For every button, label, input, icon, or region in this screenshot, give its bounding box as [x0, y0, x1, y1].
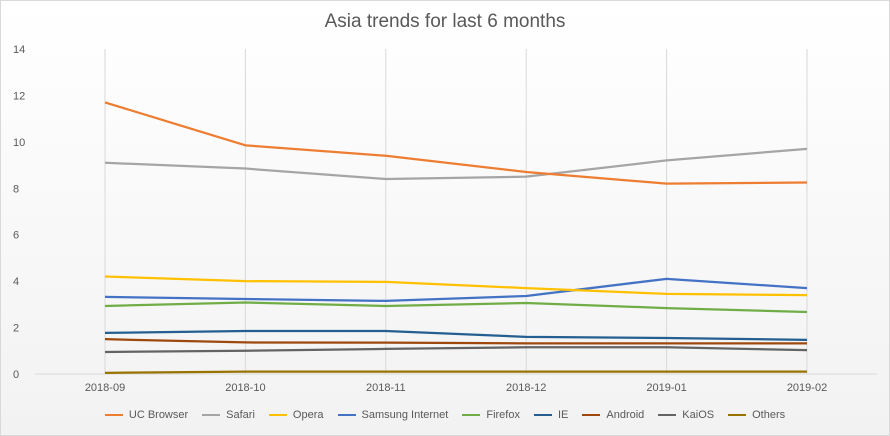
legend-swatch [202, 414, 221, 416]
legend-item: Android [582, 409, 644, 421]
y-tick-label: 12 [13, 90, 25, 102]
y-tick-label: 10 [13, 137, 25, 149]
y-tick-label: 8 [13, 183, 19, 195]
x-tick-label: 2018-12 [506, 382, 546, 394]
legend-swatch [728, 414, 747, 416]
y-tick-label: 4 [13, 276, 19, 288]
legend-swatch [533, 414, 552, 416]
legend-item: Firefox [462, 409, 520, 421]
y-tick-label: 14 [13, 44, 25, 56]
y-tick-label: 2 [13, 323, 19, 335]
legend-swatch [337, 414, 356, 416]
series-line-safari [104, 147, 808, 181]
legend-swatch [582, 414, 601, 416]
legend-label: Opera [292, 409, 324, 421]
x-tick-label: 2018-10 [225, 382, 265, 394]
series-line-others [104, 370, 807, 374]
legend-label: Samsung Internet [361, 409, 449, 421]
series-line-samsung-internet [104, 277, 808, 302]
series-line-firefox [104, 301, 808, 314]
legend-label: IE [557, 409, 569, 421]
legend-item: Safari [202, 409, 255, 421]
legend-item: Samsung Internet [337, 409, 449, 421]
series-line-kaios [104, 346, 808, 354]
x-tick-label: 2019-01 [646, 382, 686, 394]
legend-swatch [104, 414, 123, 416]
x-tick-label: 2018-09 [85, 382, 125, 394]
x-tick-label: 2019-02 [787, 382, 827, 394]
legend: UC Browser Safari Opera Samsung Internet Fir… [1, 409, 889, 421]
series-line-uc-browser [104, 101, 808, 185]
legend-swatch [462, 414, 481, 416]
x-tick-label: 2018-11 [366, 382, 406, 394]
legend-label: KaiOS [682, 409, 715, 421]
legend-item: KaiOS [658, 409, 714, 421]
series-line-ie [104, 329, 808, 341]
legend-item: Opera [268, 409, 324, 421]
legend-label: Firefox [486, 409, 520, 421]
legend-label: Safari [226, 409, 255, 421]
chart-title: Asia trends for last 6 months [324, 11, 566, 32]
y-tick-label: 0 [13, 369, 19, 381]
legend-label: Android [606, 409, 645, 421]
legend-item: IE [533, 409, 569, 421]
y-tick-label: 6 [13, 230, 19, 242]
series-line-android [104, 338, 807, 345]
legend-swatch [658, 414, 677, 416]
legend-item: Others [728, 409, 785, 421]
legend-label: UC Browser [128, 409, 189, 421]
legend-item: UC Browser [104, 409, 189, 421]
series-line-opera [104, 275, 808, 297]
legend-label: Others [752, 409, 786, 421]
legend-swatch [268, 414, 287, 416]
